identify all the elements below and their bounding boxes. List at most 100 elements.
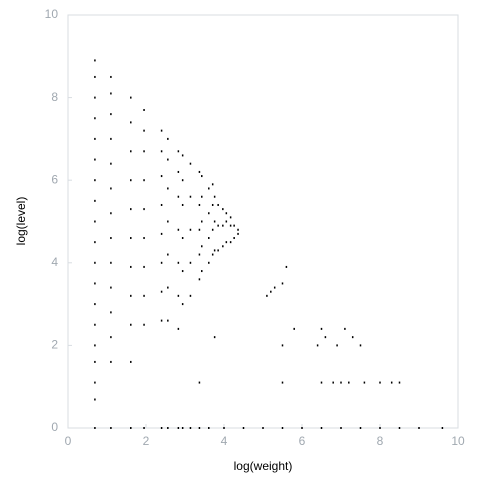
y-tick-label: 0 xyxy=(51,420,58,434)
point xyxy=(130,427,132,429)
point xyxy=(201,245,203,248)
point xyxy=(418,427,420,429)
point xyxy=(201,175,203,178)
point xyxy=(181,237,184,240)
point xyxy=(177,327,180,330)
point xyxy=(143,150,145,153)
point xyxy=(229,241,232,244)
point xyxy=(208,187,210,190)
point xyxy=(351,336,354,339)
point xyxy=(189,261,192,264)
y-tick-label: 2 xyxy=(51,338,58,352)
point xyxy=(160,319,163,322)
point xyxy=(320,427,323,429)
y-tick-label: 10 xyxy=(45,7,59,21)
point xyxy=(167,286,169,289)
point xyxy=(281,381,284,384)
point xyxy=(94,158,96,161)
point xyxy=(285,265,288,268)
point xyxy=(110,92,112,95)
point xyxy=(130,179,132,182)
point xyxy=(110,187,112,190)
point xyxy=(110,137,112,140)
point xyxy=(94,179,96,182)
point xyxy=(198,381,201,384)
point xyxy=(167,253,169,256)
point xyxy=(201,220,203,223)
point xyxy=(94,241,96,244)
point xyxy=(94,427,96,429)
point xyxy=(94,360,96,363)
point xyxy=(94,199,96,202)
point xyxy=(94,137,96,140)
x-tick-label: 8 xyxy=(377,434,384,448)
point xyxy=(94,344,96,347)
point xyxy=(160,203,163,206)
point xyxy=(237,228,239,231)
point xyxy=(143,108,145,111)
point xyxy=(130,265,132,268)
point xyxy=(130,150,132,153)
point xyxy=(94,323,96,326)
point xyxy=(189,228,192,231)
point xyxy=(143,427,145,429)
point xyxy=(222,245,224,248)
point xyxy=(130,360,132,363)
point xyxy=(189,427,192,429)
x-tick-label: 2 xyxy=(143,434,150,448)
point xyxy=(160,232,163,235)
point xyxy=(359,344,362,347)
point xyxy=(198,228,201,231)
point xyxy=(213,195,216,198)
point xyxy=(398,381,401,384)
point xyxy=(213,249,216,252)
point xyxy=(143,129,145,132)
point xyxy=(181,179,184,182)
point xyxy=(177,427,180,429)
y-tick-label: 8 xyxy=(51,90,58,104)
point xyxy=(143,179,145,182)
point xyxy=(233,237,235,240)
point xyxy=(281,282,284,285)
point xyxy=(266,294,268,297)
point xyxy=(110,311,112,314)
point xyxy=(336,344,338,347)
point xyxy=(110,237,112,240)
point xyxy=(363,381,366,384)
point xyxy=(233,224,235,227)
point xyxy=(198,170,201,173)
point xyxy=(94,220,96,223)
point xyxy=(198,253,201,256)
point xyxy=(281,427,284,429)
point xyxy=(225,212,228,215)
point xyxy=(110,113,112,116)
point xyxy=(208,261,210,264)
point xyxy=(94,282,96,285)
point xyxy=(110,360,112,363)
x-tick-label: 6 xyxy=(299,434,306,448)
point xyxy=(167,220,169,223)
point xyxy=(143,294,145,297)
point xyxy=(390,381,393,384)
point xyxy=(213,220,216,223)
point xyxy=(332,381,334,384)
point xyxy=(213,336,216,339)
plot-frame xyxy=(67,14,459,429)
point xyxy=(160,290,163,293)
point xyxy=(198,203,201,206)
point xyxy=(110,261,112,264)
point xyxy=(160,175,163,178)
x-tick-label: 4 xyxy=(221,434,228,448)
point xyxy=(110,162,112,165)
point xyxy=(110,336,112,339)
y-tick-label: 4 xyxy=(51,255,58,269)
point xyxy=(167,319,169,322)
point xyxy=(94,117,96,120)
point xyxy=(189,294,192,297)
point xyxy=(201,270,203,273)
point xyxy=(181,427,184,429)
point xyxy=(181,270,184,273)
point xyxy=(177,150,180,153)
y-axis-title: log(level) xyxy=(14,197,28,246)
point xyxy=(177,195,180,198)
